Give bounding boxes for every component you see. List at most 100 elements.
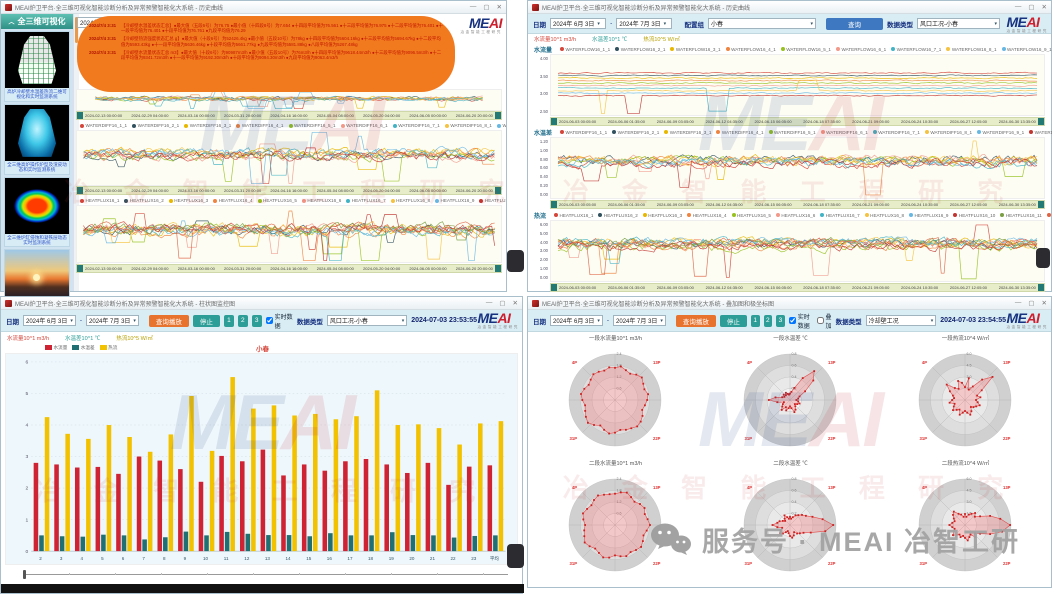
titlebar[interactable]: MEAI炉卫平台·全三维可视化智能诊断分析及异常预警智能化大系统 - 柱状图监控… <box>1 297 522 310</box>
date-to-select[interactable]: 2024年 7月 3日 ▾ <box>613 315 666 326</box>
legend-item[interactable]: WATERDIFF16_6_1 <box>340 123 388 128</box>
data-type-select[interactable]: 风口工况-小春 ▾ <box>326 315 408 326</box>
range-slider[interactable] <box>5 569 518 579</box>
query-play-button[interactable]: 查询播放 <box>148 314 189 327</box>
maximize-icon[interactable]: ▢ <box>499 300 506 307</box>
date-from-select[interactable]: 2024年 6月 3日 ▾ <box>23 315 76 326</box>
legend-item[interactable]: HEATFLUX16_9 <box>435 198 474 203</box>
page-2-button[interactable]: 2 <box>237 314 248 327</box>
legend-item[interactable]: WATERDIFF16_3_1 <box>184 123 231 128</box>
maximize-icon[interactable]: ▢ <box>1028 300 1035 307</box>
legend-item[interactable]: HEATFLUX16_5 <box>257 198 297 203</box>
close-icon[interactable]: ✕ <box>496 4 502 11</box>
legend-item[interactable]: HEATFLUX16_10 <box>953 213 995 218</box>
minimize-icon[interactable]: — <box>1014 299 1022 306</box>
legend-item[interactable]: HEATFLUX16_5 <box>731 213 771 218</box>
legend-item[interactable]: WATERFLOW16_8_1 <box>946 47 997 52</box>
legend-item[interactable]: HEATFLUX16_3 <box>168 198 208 203</box>
config-group-select[interactable]: 小春 ▾ <box>707 18 817 29</box>
legend-item[interactable]: HEATFLUX16_8 <box>864 213 904 218</box>
x-axis-strip[interactable]: 2024-06-03 00:05:00 2024-06-06 01:35:00 20… <box>550 117 1045 126</box>
minimize-icon[interactable]: — <box>485 299 493 306</box>
page-1-button[interactable]: 1 <box>750 314 760 327</box>
maximize-icon[interactable]: ▢ <box>1028 4 1035 11</box>
link-waterdiff[interactable]: 水温差10^1 ℃ <box>592 37 628 43</box>
legend-item[interactable]: HEATFLUX16_1 <box>554 213 593 218</box>
legend-item[interactable]: 水流量 <box>45 345 67 351</box>
minimize-icon[interactable]: — <box>469 3 477 10</box>
legend-item[interactable]: WATERFLOW16_6_1 <box>835 47 886 52</box>
realtime-checkbox[interactable]: 实时数据 <box>788 312 813 330</box>
stop-button[interactable]: 停止 <box>192 314 220 327</box>
link-waterflow[interactable]: 水流量10^1 m3/h <box>534 37 577 43</box>
overlay-checkbox-input[interactable] <box>816 317 824 324</box>
legend-item[interactable]: WATERDIFF16_5_1 <box>768 130 816 135</box>
realtime-checkbox-input[interactable] <box>265 317 273 324</box>
legend-item[interactable]: WATERDIFF16_4_1 <box>236 123 284 128</box>
x-axis-strip[interactable]: 2024-02-13 00:00:00 2024-02-29 04:00:00 20… <box>76 111 502 120</box>
legend-item[interactable]: HEATFLUX16_4 <box>687 213 727 218</box>
data-type-select[interactable]: 冷却壁工况 ▾ <box>865 315 937 326</box>
legend-item[interactable]: HEATFLUX16_11 <box>1000 213 1042 218</box>
sidebar-item-furnace-profile[interactable]: 全三维高炉操作炉型及渣皮动态和实时监测系统 <box>4 103 70 175</box>
legend-item[interactable]: HEATF <box>1046 213 1052 218</box>
legend-item[interactable]: HEATFLUX16_1 <box>80 198 119 203</box>
page-3-button[interactable]: 3 <box>251 314 262 327</box>
page-1-button[interactable]: 1 <box>223 314 234 327</box>
legend-item[interactable]: WATERDIFF16_8_1 <box>924 130 972 135</box>
titlebar[interactable]: MEAI炉卫平台·全三维可视化智能诊断分析及异常预警智能化大系统 - 历史曲线 … <box>1 1 506 14</box>
legend-item[interactable]: HEATFLUX16_2 <box>598 213 638 218</box>
date-to-select[interactable]: 2024年 7月 3日 ▾ <box>86 315 139 326</box>
link-heatflux[interactable]: 热流10^5 W/㎡ <box>643 37 680 43</box>
legend-item[interactable]: WATERDIFF16_9_1 <box>977 130 1024 135</box>
link-heatflux[interactable]: 热流10^5 W/㎡ <box>116 335 153 342</box>
sidebar-header[interactable]: ︿ 全三维可视化 <box>1 14 73 29</box>
legend-item[interactable]: HEATFLUX16_9 <box>909 213 948 218</box>
date-from-select[interactable]: 2024年 6月 3日 ▾ <box>550 315 603 326</box>
legend-item[interactable]: WATERDIFF16_2_1 <box>132 123 179 128</box>
legend-item[interactable]: HEATFLUX16_6 <box>301 198 341 203</box>
legend-item[interactable]: WATERDIFF16_4_1 <box>716 130 764 135</box>
x-axis-strip[interactable]: 2024-06-03 00:05:00 2024-06-06 01:35:00 20… <box>550 200 1045 209</box>
legend-item[interactable]: WATERDIFF16_6_1 <box>820 130 868 135</box>
date-to-select[interactable]: 2024年 7月 3日 ▾ <box>616 18 673 29</box>
legend-item[interactable]: WATERFLOW16_3_1 <box>670 47 721 52</box>
link-waterdiff[interactable]: 水温差10^1 ℃ <box>65 335 101 342</box>
query-play-button[interactable]: 查询播放 <box>675 314 716 327</box>
slider-handle[interactable] <box>23 570 26 579</box>
legend-item[interactable]: WATERDIFF16_7_1 <box>872 130 920 135</box>
titlebar[interactable]: MEAI炉卫平台·全三维可视化智能诊断分析及异常预警智能化大系统 - 历史曲线 … <box>528 1 1051 14</box>
page-2-button[interactable]: 2 <box>763 314 773 327</box>
legend-item[interactable]: HEATFLUX16_8 <box>390 198 430 203</box>
legend-item[interactable]: WATERFLOW16_7_1 <box>891 47 941 52</box>
maximize-icon[interactable]: ▢ <box>483 4 490 11</box>
close-icon[interactable]: ✕ <box>1041 4 1047 11</box>
legend-item[interactable]: 热流 <box>99 345 117 351</box>
legend-item[interactable]: WATERDIFF16_1_1 <box>560 130 607 135</box>
close-icon[interactable]: ✕ <box>1041 300 1047 307</box>
legend-item[interactable]: HEATFLUX16_3 <box>642 213 682 218</box>
sidebar-item-cooling-wall[interactable]: 高炉冷却壁水温差热流二维可视化和实时监测系统 <box>4 31 70 102</box>
legend-item[interactable]: 水温差 <box>72 345 95 351</box>
stop-button[interactable]: 停止 <box>719 314 747 327</box>
legend-item[interactable]: WATERDIFF16_9_1 <box>497 123 506 128</box>
realtime-checkbox-input[interactable] <box>788 317 796 324</box>
legend-item[interactable]: HEATFLUX16_4 <box>213 198 253 203</box>
legend-item[interactable]: WATERFLOW16_5_1 <box>780 47 831 52</box>
realtime-checkbox[interactable]: 实时数据 <box>265 312 293 330</box>
legend-item[interactable]: WATERDIFF16_3_1 <box>664 130 711 135</box>
minimize-icon[interactable]: — <box>1014 3 1022 10</box>
query-button[interactable]: 查询 <box>826 17 884 30</box>
legend-item[interactable]: WATERDIFF16_2_1 <box>612 130 659 135</box>
overlay-checkbox[interactable]: 叠加 <box>816 312 832 330</box>
legend-item[interactable]: WATERDIFF16_7_1 <box>392 123 440 128</box>
legend-item[interactable]: HEATFLUX16_7 <box>346 198 386 203</box>
legend-item[interactable]: WATERFLOW16_2_1 <box>615 47 665 52</box>
legend-item[interactable]: WATERDIFF16_10_1 <box>1029 130 1052 135</box>
x-axis-strip[interactable]: 2024-02-13 00:00:00 2024-02-29 04:00:00 20… <box>76 186 502 195</box>
collapse-icon[interactable]: ︿ <box>8 20 15 26</box>
legend-item[interactable]: WATERDIFF16_8_1 <box>444 123 492 128</box>
x-axis-strip[interactable]: 2024-06-03 00:05:00 2024-06-06 01:35:00 20… <box>550 283 1045 292</box>
data-type-select[interactable]: 风口工况-小春 ▾ <box>917 18 1001 29</box>
titlebar[interactable]: MEAI炉卫平台·全三维可视化智能诊断分析及异常预警智能化大系统 - 叠加图和极… <box>528 297 1051 310</box>
